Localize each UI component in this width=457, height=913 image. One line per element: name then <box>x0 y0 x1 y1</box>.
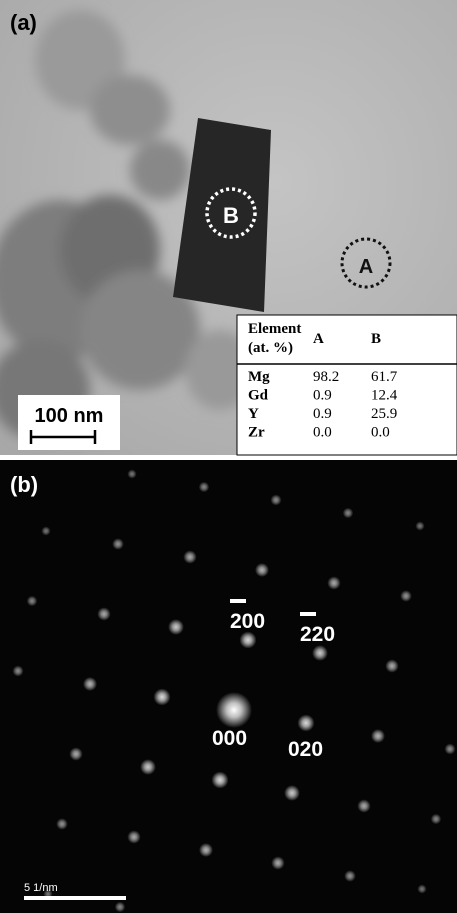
spot-label: 200 <box>230 610 265 633</box>
diffraction-spot <box>13 666 24 677</box>
table-cell: 0.9 <box>313 388 332 404</box>
diffraction-spot <box>284 785 300 801</box>
dash <box>230 599 246 603</box>
panel-a: B A (a) 100 nm Element (at. %) A B Mg 98.2 61.… <box>0 0 457 455</box>
diffraction-spot <box>445 744 456 755</box>
diffraction-spot <box>417 884 426 893</box>
diffraction-spot <box>168 619 184 635</box>
diffraction-spot <box>140 759 156 775</box>
diffraction-spot <box>298 715 315 732</box>
page: B A (a) 100 nm Element (at. %) A B Mg 98.2 61.… <box>0 0 457 913</box>
diffraction-spot <box>240 632 257 649</box>
panel-label: (b) <box>10 472 38 497</box>
table-cell: Gd <box>248 388 269 404</box>
spot-label: 220 <box>300 623 335 646</box>
marker-label: B <box>223 203 239 228</box>
table-header: Element <box>248 321 301 337</box>
panel-label: (a) <box>10 10 37 35</box>
table-cell: 98.2 <box>313 369 339 385</box>
table-cell: 0.0 <box>371 425 390 441</box>
table-header: A <box>313 331 324 347</box>
table-cell: Mg <box>248 369 270 385</box>
scale-bar <box>24 896 126 900</box>
diffraction-spot <box>127 469 136 478</box>
scale-text: 100 nm <box>35 405 104 427</box>
diffraction-spot <box>271 856 284 869</box>
diffraction-spot <box>431 814 442 825</box>
table-header: (at. %) <box>248 340 293 356</box>
diffraction-spot <box>216 692 252 728</box>
marker-label: A <box>359 256 373 278</box>
diffraction-spot <box>271 495 282 506</box>
diffraction-spot <box>344 870 356 882</box>
diffraction-spot <box>400 590 412 602</box>
diffraction-spot <box>312 645 328 661</box>
diffraction-spot <box>327 576 340 589</box>
diffraction-spot <box>199 843 213 857</box>
diffraction-spot <box>69 747 82 760</box>
table-cell: 61.7 <box>371 369 398 385</box>
scale-text: 5 1/nm <box>24 882 58 894</box>
diffraction-spot <box>343 508 354 519</box>
diffraction-spot <box>212 772 229 789</box>
table-cell: 12.4 <box>371 388 398 404</box>
diffraction-spot <box>255 563 269 577</box>
figure: B A (a) 100 nm Element (at. %) A B Mg 98.2 61.… <box>0 0 457 913</box>
diffraction-spot <box>199 482 210 493</box>
diffraction-spot <box>112 538 124 550</box>
diffraction-spot <box>27 596 38 607</box>
diffraction-spot <box>56 818 68 830</box>
diffraction-background <box>0 460 457 913</box>
diffraction-spot <box>97 607 110 620</box>
diffraction-spot <box>127 830 140 843</box>
table-cell: 0.9 <box>313 406 332 422</box>
diffraction-spot <box>154 689 171 706</box>
diffraction-spot <box>415 521 424 530</box>
table-cell: Zr <box>248 425 265 441</box>
table-cell: Y <box>248 406 259 422</box>
diffraction-spot <box>83 677 97 691</box>
diffraction-spot <box>183 550 196 563</box>
dash <box>300 612 316 616</box>
diffraction-spot <box>371 729 385 743</box>
diffraction-spot <box>115 902 126 913</box>
table-header: B <box>371 331 381 347</box>
diffraction-spot <box>41 526 50 535</box>
diffraction-spot <box>357 799 370 812</box>
table: Element (at. %) A B Mg 98.2 61.7 Gd 0.9 12.4 Y 0.9 2… <box>237 315 457 455</box>
diffraction-spot <box>385 659 398 672</box>
table-cell: 25.9 <box>371 406 397 422</box>
spot-label: 020 <box>288 738 323 761</box>
spot-label: 000 <box>212 727 247 750</box>
table-cell: 0.0 <box>313 425 332 441</box>
panel-b: (b) 200 220 000 020 5 1/nm <box>0 460 457 913</box>
